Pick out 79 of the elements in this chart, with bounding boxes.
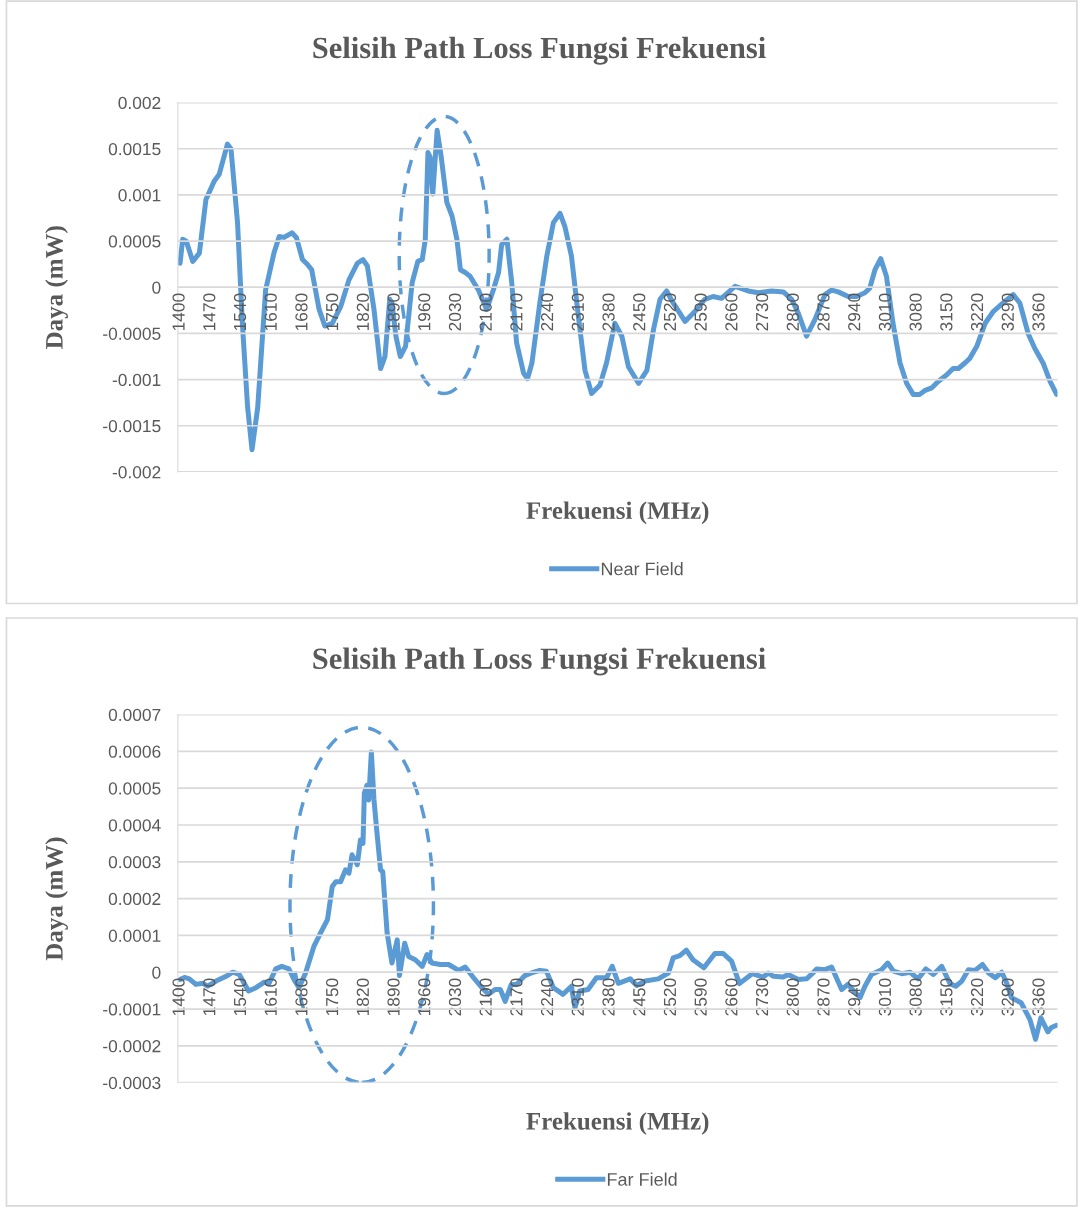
y-axis-title: Daya (mW) xyxy=(45,837,68,961)
x-tick-label: 1960 xyxy=(418,978,431,1016)
x-tick-label: 2450 xyxy=(633,293,646,331)
x-tick-label: 2800 xyxy=(786,293,799,331)
y-tick-label: 0 xyxy=(152,281,161,294)
y-tick-label: 0.0001 xyxy=(108,929,161,942)
x-tick-label: 2800 xyxy=(786,978,799,1016)
x-tick-label: 2590 xyxy=(694,978,707,1016)
x-tick-label: 2240 xyxy=(540,978,554,1016)
x-tick-label: 3360 xyxy=(1032,978,1045,1016)
x-tick-label: 3360 xyxy=(1032,293,1045,331)
chart-title: Selisih Path Loss Fungsi Frekuensi xyxy=(313,36,766,65)
x-tick-label: 2030 xyxy=(448,293,462,331)
x-tick-label: 1960 xyxy=(418,293,431,331)
y-tick-label: 0.0002 xyxy=(108,892,161,906)
x-tick-label: 1540 xyxy=(233,978,247,1016)
y-tick-label: -0.001 xyxy=(112,373,161,387)
x-tick-label: 2870 xyxy=(817,293,830,331)
x-tick-label: 1610 xyxy=(264,293,277,331)
x-tick-label: 3010 xyxy=(878,293,892,331)
x-tick-label: 1680 xyxy=(295,978,308,1016)
y-tick-label: -0.0005 xyxy=(103,327,161,340)
y-tick-label: -0.0003 xyxy=(103,1076,161,1090)
x-tick-label: 1680 xyxy=(295,293,308,331)
x-tick-label: 2730 xyxy=(755,293,769,331)
legend-label: Far Field xyxy=(607,1172,677,1186)
x-tick-label: 2520 xyxy=(663,978,677,1016)
legend-label: Near Field xyxy=(601,562,683,576)
y-tick-label: -0.002 xyxy=(112,466,161,479)
x-tick-label: 2870 xyxy=(817,978,830,1016)
x-tick-label: 3150 xyxy=(940,293,953,331)
x-tick-label: 1610 xyxy=(264,978,277,1016)
x-tick-label: 3080 xyxy=(909,978,922,1016)
x-tick-label: 1750 xyxy=(325,978,339,1016)
x-tick-label: 2170 xyxy=(510,293,523,331)
x-tick-label: 3290 xyxy=(1001,978,1014,1016)
x-tick-label: 1890 xyxy=(387,978,400,1016)
x-tick-label: 1400 xyxy=(172,978,185,1016)
x-tick-label: 1400 xyxy=(172,293,185,331)
x-tick-label: 1470 xyxy=(203,293,216,331)
x-tick-label: 2940 xyxy=(848,293,861,331)
x-tick-label: 2660 xyxy=(725,293,738,331)
x-tick-label: 2240 xyxy=(540,293,554,331)
x-tick-label: 2450 xyxy=(633,978,646,1016)
x-tick-label: 1750 xyxy=(325,293,339,331)
y-tick-label: 0.0003 xyxy=(108,855,161,869)
y-tick-label: 0.0006 xyxy=(108,745,161,758)
y-tick-label: 0.0005 xyxy=(108,782,161,795)
x-tick-label: 1820 xyxy=(356,293,369,331)
x-tick-label: 1470 xyxy=(203,978,216,1016)
y-axis-title: Daya (mW) xyxy=(45,226,68,349)
y-tick-label: -0.0001 xyxy=(103,1003,161,1016)
x-tick-label: 3080 xyxy=(909,293,922,331)
x-tick-label: 1890 xyxy=(387,293,400,331)
x-tick-label: 2520 xyxy=(663,293,677,331)
y-tick-label: 0.0015 xyxy=(108,142,161,156)
x-tick-label: 2380 xyxy=(602,293,615,331)
x-tick-label: 2030 xyxy=(448,978,462,1016)
x-tick-label: 3220 xyxy=(970,293,984,331)
x-tick-label: 1820 xyxy=(356,978,369,1016)
y-tick-label: -0.0002 xyxy=(103,1040,161,1053)
x-tick-label: 2310 xyxy=(571,293,584,331)
y-tick-label: 0.002 xyxy=(118,96,161,110)
x-tick-label: 3290 xyxy=(1001,293,1014,331)
x-tick-label: 1540 xyxy=(233,293,247,331)
x-tick-label: 2590 xyxy=(694,293,707,331)
x-tick-label: 2100 xyxy=(479,293,492,331)
x-tick-label: 2660 xyxy=(725,978,738,1016)
y-tick-label: 0.0004 xyxy=(108,819,161,832)
x-tick-label: 2940 xyxy=(848,978,861,1016)
x-axis-title: Frekuensi (MHz) xyxy=(526,1112,709,1135)
y-tick-label: 0 xyxy=(152,966,161,979)
x-axis-title: Frekuensi (MHz) xyxy=(526,501,709,525)
chart-title: Selisih Path Loss Fungsi Frekuensi xyxy=(313,647,766,676)
x-tick-label: 2380 xyxy=(602,978,615,1016)
y-tick-label: 0.001 xyxy=(118,189,161,202)
y-tick-label: 0.0005 xyxy=(108,235,161,248)
y-tick-label: 0.0007 xyxy=(108,708,161,722)
y-tick-label: -0.0015 xyxy=(103,419,161,433)
